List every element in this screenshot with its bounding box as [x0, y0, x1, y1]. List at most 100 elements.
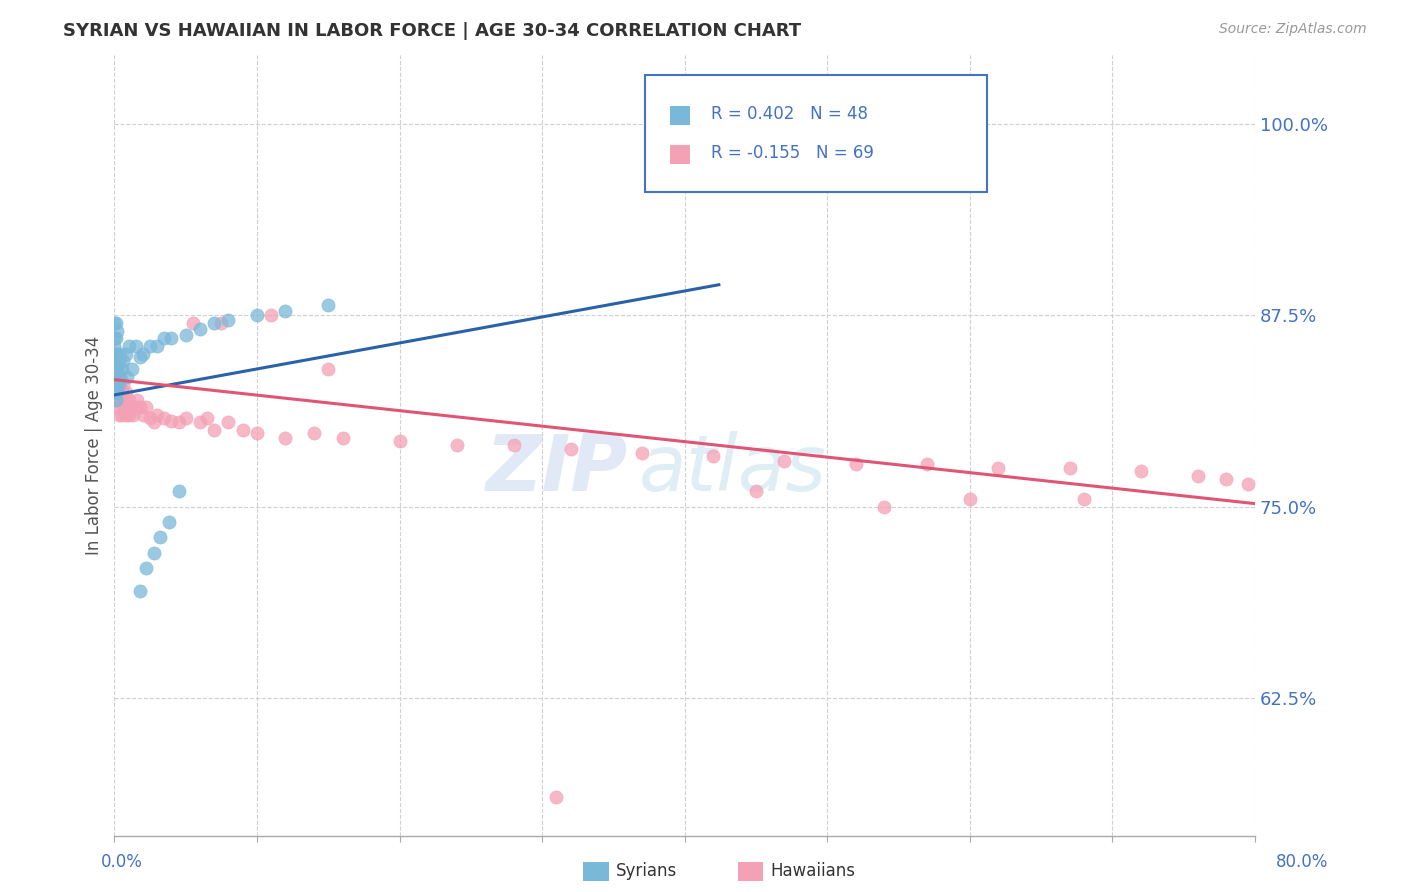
Point	[111, 400, 134, 414]
Point	[103, 377, 125, 392]
Point	[103, 346, 125, 360]
Text: R = -0.155   N = 69: R = -0.155 N = 69	[711, 144, 873, 161]
Point	[104, 369, 127, 384]
Point	[1059, 461, 1081, 475]
Point	[246, 426, 269, 441]
Text: Hawaiians: Hawaiians	[770, 863, 855, 880]
Point	[202, 423, 225, 437]
Point	[103, 354, 125, 368]
Point	[105, 362, 128, 376]
Point	[160, 414, 183, 428]
Point	[104, 354, 127, 368]
Point	[103, 362, 125, 376]
Point	[1187, 469, 1209, 483]
Point	[232, 423, 254, 437]
Point	[104, 346, 127, 360]
Point	[107, 384, 129, 399]
Point	[1215, 472, 1237, 486]
Point	[115, 369, 138, 384]
Point	[105, 346, 128, 360]
Text: Syrians: Syrians	[616, 863, 678, 880]
Point	[104, 362, 127, 376]
Point	[149, 530, 172, 544]
Point	[135, 561, 157, 575]
Point	[217, 416, 239, 430]
Point	[129, 400, 152, 414]
Text: ZIP: ZIP	[485, 431, 627, 507]
Point	[110, 408, 132, 422]
Point	[103, 339, 125, 353]
Point	[104, 392, 127, 407]
Point	[107, 408, 129, 422]
Point	[1073, 491, 1095, 506]
Point	[111, 377, 134, 392]
Point	[105, 384, 128, 399]
Point	[111, 354, 134, 368]
Text: atlas: atlas	[638, 431, 827, 507]
Point	[153, 331, 176, 345]
Text: Source: ZipAtlas.com: Source: ZipAtlas.com	[1219, 22, 1367, 37]
Point	[103, 362, 125, 376]
Point	[105, 377, 128, 392]
Point	[127, 392, 149, 407]
Point	[143, 546, 166, 560]
Point	[702, 449, 724, 463]
Point	[108, 369, 131, 384]
Point	[105, 324, 128, 338]
Point	[115, 400, 138, 414]
FancyBboxPatch shape	[669, 106, 690, 126]
Text: SYRIAN VS HAWAIIAN IN LABOR FORCE | AGE 30-34 CORRELATION CHART: SYRIAN VS HAWAIIAN IN LABOR FORCE | AGE …	[63, 22, 801, 40]
Point	[153, 410, 176, 425]
Point	[1236, 476, 1258, 491]
Text: 0.0%: 0.0%	[101, 853, 143, 871]
Point	[104, 331, 127, 345]
Point	[873, 500, 896, 514]
Point	[209, 316, 232, 330]
Point	[167, 416, 190, 430]
Text: 80.0%: 80.0%	[1277, 853, 1329, 871]
Point	[135, 400, 157, 414]
Point	[125, 400, 148, 414]
Point	[959, 491, 981, 506]
Point	[915, 457, 938, 471]
Point	[202, 316, 225, 330]
Point	[125, 339, 148, 353]
Point	[129, 583, 152, 598]
Point	[174, 328, 197, 343]
Point	[546, 790, 568, 805]
Point	[103, 369, 125, 384]
Point	[157, 515, 180, 529]
FancyBboxPatch shape	[669, 145, 690, 164]
Point	[108, 369, 131, 384]
Point	[246, 309, 269, 323]
Point	[631, 446, 654, 460]
Point	[110, 384, 132, 399]
Point	[104, 377, 127, 392]
Point	[146, 339, 169, 353]
Point	[108, 346, 131, 360]
Point	[114, 408, 136, 422]
Point	[121, 400, 143, 414]
Point	[108, 392, 131, 407]
Point	[110, 362, 132, 376]
Point	[122, 408, 145, 422]
Point	[745, 484, 768, 499]
Point	[1129, 465, 1152, 479]
Point	[274, 303, 297, 318]
Point	[118, 339, 141, 353]
Point	[302, 426, 325, 441]
Point	[217, 313, 239, 327]
Y-axis label: In Labor Force | Age 30-34: In Labor Force | Age 30-34	[86, 335, 103, 555]
Point	[174, 410, 197, 425]
FancyBboxPatch shape	[645, 75, 987, 192]
Point	[103, 331, 125, 345]
Point	[332, 431, 354, 445]
Point	[446, 438, 468, 452]
Point	[146, 408, 169, 422]
Point	[139, 339, 162, 353]
Point	[188, 322, 211, 336]
Point	[104, 316, 127, 330]
Point	[316, 362, 339, 376]
Point	[114, 346, 136, 360]
Point	[143, 416, 166, 430]
